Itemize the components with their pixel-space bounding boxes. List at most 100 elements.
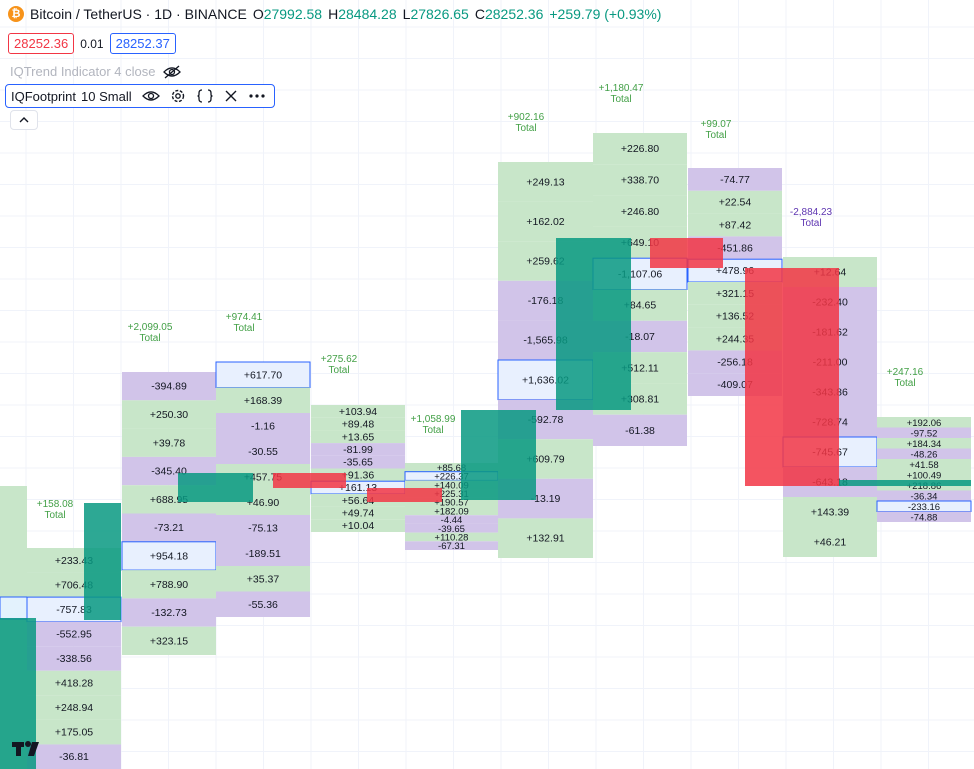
footprint-cell-value: +226.37: [434, 472, 469, 483]
footprint-cell-value: -67.31: [438, 541, 465, 552]
column-total-label: Total: [800, 218, 821, 229]
symbol-title[interactable]: Bitcoin / TetherUS · 1D · BINANCE: [30, 6, 247, 22]
eye-hidden-icon[interactable]: [163, 65, 182, 79]
column-total-value: +99.07: [701, 119, 732, 130]
footprint-cell-value: -132.73: [151, 607, 187, 619]
footprint-cell: [405, 506, 498, 516]
footprint-cell-value: +246.80: [621, 206, 659, 218]
footprint-cell-value: -75.13: [248, 522, 278, 534]
column-total-value: +974.41: [226, 312, 263, 323]
footprint-cell-value: +954.18: [150, 550, 188, 562]
tradingview-logo[interactable]: [12, 738, 46, 763]
candle-body: [556, 238, 631, 410]
footprint-cell-value: +10.04: [342, 520, 375, 532]
column-total-label: Total: [610, 94, 631, 105]
footprint-cell: [216, 413, 310, 439]
spread-value: 0.01: [80, 36, 104, 51]
footprint-cell: [405, 463, 498, 472]
column-total-value: -2,884.23: [790, 207, 833, 218]
footprint-cell-value: -338.56: [56, 653, 92, 665]
column-total-label: Total: [705, 130, 726, 141]
footprint-cell-value: -39.65: [438, 524, 465, 535]
footprint-cell-value: +218.86: [907, 481, 942, 492]
collapse-legend-button[interactable]: [10, 110, 38, 130]
gear-icon[interactable]: [170, 88, 186, 104]
sell-price-button[interactable]: 28252.36: [8, 33, 75, 54]
footprint-cell-value: +321.15: [716, 288, 754, 300]
more-icon[interactable]: [248, 93, 266, 99]
iqtrend-indicator-row[interactable]: IQTrend Indicator 4 close: [10, 64, 182, 79]
footprint-cell: [311, 455, 405, 469]
buy-price-button[interactable]: 28252.37: [109, 33, 176, 54]
iqfootprint-label[interactable]: IQFootprint: [11, 88, 77, 104]
column-total-label: Total: [233, 323, 254, 334]
footprint-cell-value: -233.16: [908, 502, 940, 513]
bitcoin-icon: ₿: [8, 6, 24, 22]
footprint-cell: [27, 695, 121, 720]
candle-body: [839, 480, 971, 486]
footprint-cell-value: -48.26: [911, 449, 938, 460]
iqfootprint-indicator-row[interactable]: IQFootprint 10 Small: [5, 84, 275, 108]
footprint-cell-value: +91.36: [342, 469, 375, 481]
footprint-cell: [405, 497, 498, 507]
footprint-cell-value: +143.39: [811, 507, 849, 519]
column-total-value: +247.16: [887, 367, 924, 378]
footprint-cell-value: +103.94: [339, 406, 377, 418]
eye-icon[interactable]: [141, 89, 160, 103]
footprint-cell: [405, 541, 498, 550]
candle-body: [367, 488, 442, 502]
footprint-cell-value: +478.96: [716, 265, 754, 277]
candle-body: [461, 410, 536, 500]
footprint-cell: [216, 591, 310, 617]
footprint-cell: [311, 405, 405, 418]
column-total-label: Total: [515, 123, 536, 134]
footprint-cell-value: -189.51: [245, 548, 281, 560]
footprint-cell-value: +244.35: [716, 334, 754, 346]
footprint-cell-value: +190.57: [434, 498, 469, 509]
footprint-cell-value: -55.36: [248, 599, 278, 611]
footprint-cell: [27, 670, 121, 696]
footprint-cell-value: -409.07: [717, 379, 753, 391]
footprint-cell-value: -592.78: [528, 414, 564, 426]
footprint-cell: [593, 414, 687, 446]
high-value: 28484.28: [338, 6, 397, 22]
footprint-cell-value: +250.30: [150, 409, 188, 421]
footprint-cell: [498, 162, 593, 202]
column-total-value: +275.62: [321, 354, 358, 365]
close-icon[interactable]: [224, 89, 238, 103]
footprint-cell-value: +136.52: [716, 311, 754, 323]
tradingview-logo-icon: [12, 741, 39, 756]
candle-body: [273, 473, 346, 488]
footprint-cell: [593, 195, 687, 227]
footprint-cell-value: +192.06: [907, 418, 942, 429]
footprint-cell: [877, 417, 971, 428]
footprint-cell-value: +259.62: [526, 256, 564, 268]
footprint-cell: [27, 646, 121, 671]
footprint-cell: [877, 448, 971, 459]
footprint-cell: [122, 428, 216, 457]
footprint-cell: [498, 201, 593, 242]
low-value: 27826.65: [410, 6, 469, 22]
high-label: H: [328, 6, 339, 22]
column-total-label: Total: [139, 333, 160, 344]
footprint-cell-value: -73.21: [154, 522, 184, 534]
low-label: L: [402, 6, 411, 22]
footprint-cell-value: +89.48: [342, 419, 375, 431]
footprint-cell-value: -176.18: [528, 295, 564, 307]
footprint-cell: [877, 490, 971, 501]
footprint-cell: [27, 719, 121, 745]
iqtrend-indicator-label[interactable]: IQTrend Indicator 4 close: [10, 64, 156, 79]
footprint-cell: [121, 541, 217, 571]
footprint-cell: [405, 532, 498, 542]
price-buttons: 28252.36 0.01 28252.37: [8, 33, 176, 54]
footprint-cell: [122, 626, 216, 655]
footprint-cell: [216, 566, 310, 592]
footprint-cell-value: -36.81: [59, 751, 89, 763]
column-total-label: Total: [422, 425, 443, 436]
footprint-cell-value: +457.75: [244, 471, 282, 483]
source-code-icon[interactable]: [196, 88, 214, 104]
footprint-cell-value: -74.77: [720, 174, 750, 186]
footprint-cell: [122, 598, 216, 627]
footprint-cell: [311, 430, 405, 444]
